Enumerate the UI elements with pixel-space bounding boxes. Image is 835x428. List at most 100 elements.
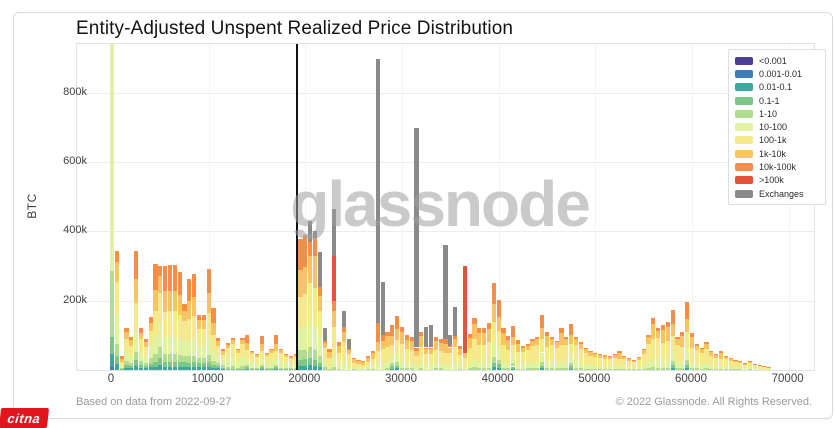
bar[interactable] [172,44,177,370]
bar[interactable] [622,44,627,370]
bar[interactable] [312,44,318,370]
bar[interactable] [544,44,550,370]
bar[interactable] [641,44,646,370]
bar[interactable] [167,44,173,370]
bar[interactable] [689,44,695,370]
bar[interactable] [414,44,419,370]
bar[interactable] [627,44,632,370]
bar[interactable] [660,44,666,370]
bar[interactable] [308,44,313,370]
bar[interactable] [767,44,772,370]
bar[interactable] [424,44,429,370]
legend-item-100-1k[interactable]: 100-1k [735,134,819,147]
bar[interactable] [187,44,192,370]
bar[interactable] [757,44,762,370]
bar[interactable] [230,44,235,370]
bar[interactable] [738,44,743,370]
bar[interactable] [375,44,380,370]
legend-item-0.001-0.01[interactable]: 0.001-0.01 [735,67,819,80]
bar[interactable] [206,44,211,370]
bar[interactable] [254,44,260,370]
bar[interactable] [250,44,255,370]
bar[interactable] [593,44,598,370]
bar[interactable] [235,44,240,370]
bar[interactable] [535,44,540,370]
legend-item-Exchanges[interactable]: Exchanges [735,187,819,200]
bar[interactable] [279,44,284,370]
bar[interactable] [134,44,139,370]
bar[interactable] [554,44,559,370]
bar[interactable] [728,44,733,370]
bar[interactable] [665,44,670,370]
bar[interactable] [433,44,438,370]
bar[interactable] [192,44,197,370]
bar[interactable] [109,44,115,370]
bar[interactable] [196,44,202,370]
bar[interactable] [472,44,477,370]
bar[interactable] [694,44,699,370]
bar[interactable] [225,44,231,370]
bar[interactable] [569,44,574,370]
bar[interactable] [288,44,293,370]
bar[interactable] [573,44,579,370]
bar[interactable] [525,44,530,370]
bar[interactable] [390,44,395,370]
bar[interactable] [356,44,361,370]
bar[interactable] [486,44,492,370]
bar[interactable] [704,44,709,370]
bar[interactable] [675,44,680,370]
bar[interactable] [496,44,501,370]
bar[interactable] [491,44,496,370]
bar[interactable] [482,44,487,370]
bar[interactable] [453,44,458,370]
bar[interactable] [138,44,144,370]
bar[interactable] [752,44,757,370]
bar[interactable] [201,44,206,370]
bar[interactable] [723,44,728,370]
bar[interactable] [762,44,767,370]
bar[interactable] [341,44,347,370]
bar[interactable] [540,44,545,370]
bar[interactable] [327,44,332,370]
bar[interactable] [385,44,390,370]
bar[interactable] [317,44,322,370]
bar[interactable] [361,44,366,370]
bar[interactable] [380,44,385,370]
bar[interactable] [216,44,221,370]
bar[interactable] [366,44,371,370]
legend-item-1-10[interactable]: 1-10 [735,107,819,120]
bar[interactable] [114,44,119,370]
bar[interactable] [685,44,690,370]
legend-item-10-100[interactable]: 10-100 [735,120,819,133]
bar[interactable] [733,44,738,370]
bar[interactable] [351,44,356,370]
bar[interactable] [346,44,351,370]
bar[interactable] [259,44,264,370]
bar[interactable] [443,44,448,370]
bar[interactable] [457,44,463,370]
legend-item-0.1-1[interactable]: 0.1-1 [735,94,819,107]
bar[interactable] [636,44,641,370]
bar[interactable] [612,44,617,370]
bar[interactable] [699,44,704,370]
bar[interactable] [718,44,724,370]
bar[interactable] [269,44,274,370]
bar[interactable] [399,44,405,370]
legend-item-10k-100k[interactable]: 10k-100k [735,160,819,173]
bar[interactable] [549,44,554,370]
bar[interactable] [211,44,216,370]
legend-item-0.01-0.1[interactable]: 0.01-0.1 [735,81,819,94]
bar[interactable] [506,44,511,370]
bar[interactable] [221,44,226,370]
bar[interactable] [148,44,153,370]
bar[interactable] [520,44,525,370]
bar[interactable] [158,44,163,370]
bar[interactable] [578,44,583,370]
legend-item-<0.001[interactable]: <0.001 [735,54,819,67]
bar[interactable] [395,44,400,370]
bar[interactable] [303,44,308,370]
bar[interactable] [438,44,443,370]
bar[interactable] [598,44,603,370]
bar[interactable] [714,44,719,370]
bar[interactable] [656,44,661,370]
